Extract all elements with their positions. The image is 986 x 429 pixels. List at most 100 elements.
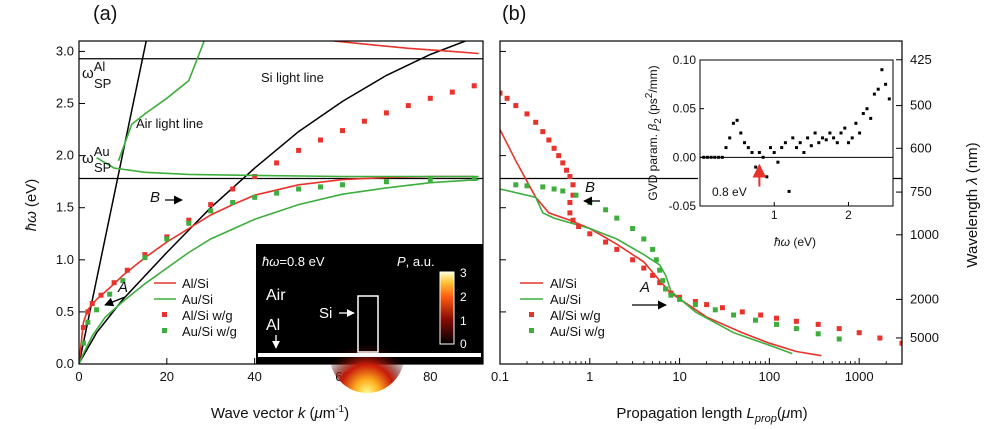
gvd-point-45	[869, 116, 873, 120]
panel-a-marker-3-7	[186, 220, 192, 226]
panel-b-marker-2-6	[546, 137, 552, 143]
panel-b-marker-3-14	[660, 278, 666, 284]
panel-b-marker-2-31	[739, 309, 745, 315]
panel-b-marker-3-12	[653, 257, 659, 263]
panel-b-legend: Al/Si Au/Si Al/Si w/g Au/Si w/g	[520, 276, 605, 339]
gvd-point-33	[824, 138, 828, 142]
gvd-inset-ticks: 1 2 -0.05 0.00 0.05 0.10	[669, 53, 852, 222]
panel-b-marker-2-18	[587, 231, 593, 237]
gvd-point-28	[806, 136, 810, 140]
panel-a-marker-2-9	[208, 202, 214, 208]
gvd-point-26	[798, 141, 802, 145]
gvd-point-7	[728, 136, 732, 140]
point-a-label: A	[117, 279, 128, 296]
point-a-label-b: A	[639, 279, 650, 296]
gvd-point-22	[783, 141, 787, 145]
panel-a-marker-3-2	[94, 307, 100, 313]
panel-b-marker-3-18	[692, 302, 698, 308]
gvd-point-14	[754, 165, 758, 169]
gvd-inset-x-label: ħω (eV)	[774, 235, 816, 249]
colorbar-tick-0: 0	[460, 337, 467, 351]
panel-b-marker-3-2	[540, 184, 546, 190]
panel-b-marker-2-38	[877, 335, 883, 341]
panel-a-marker-2-3	[98, 292, 104, 298]
panel-b-marker-2-0	[500, 90, 503, 96]
panel-b-series-line-1	[500, 188, 793, 355]
panel-b-marker-2-1	[504, 95, 510, 101]
gvd-point-44	[865, 107, 869, 111]
sp-al-label: ωAl SP	[82, 59, 111, 91]
inset-si-label: Si	[319, 305, 332, 322]
gvd-point-5	[720, 155, 724, 159]
gvd-point-30	[813, 131, 817, 135]
panel-a-marker-2-4	[111, 280, 117, 286]
si-light-line	[79, 41, 466, 363]
panel-b-marker-2-7	[551, 145, 557, 151]
legend-b-label-ausiwg: Au/Si w/g	[550, 324, 605, 339]
gvd-point-37	[839, 131, 843, 135]
colorbar-tick-2: 2	[460, 290, 467, 304]
panel-a-marker-2-0	[80, 325, 86, 330]
panel-a-ytick-label-4: 2.0	[56, 148, 74, 163]
panel-b-ticks: 0.1 1 10 100 1000 425 500 600 750 1000 2000 5000	[491, 50, 939, 384]
panel-b-marker-2-20	[614, 246, 620, 252]
gvd-arrow-label: 0.8 eV	[712, 185, 747, 199]
panel-a-marker-2-20	[449, 89, 455, 95]
gvd-point-27	[802, 151, 806, 154]
panel-a-marker-3-9	[230, 200, 236, 205]
gvd-xtick-label-2: 2	[845, 208, 852, 222]
gvd-point-40	[850, 136, 854, 140]
gvd-ytick-label-3: 0.10	[673, 53, 697, 67]
field-map-inset: ħω=0.8 eV P, a.u. Air Si Al 3 2 1 0	[256, 244, 483, 393]
panel-b-marker-3-13	[657, 267, 663, 273]
panel-b-marker-2-2	[513, 103, 519, 109]
panel-a-xtick-label-0: 0	[75, 369, 82, 384]
gvd-point-20	[776, 160, 780, 164]
gvd-point-38	[843, 126, 847, 130]
panel-b-marker-2-13	[570, 192, 576, 198]
gvd-point-42	[858, 131, 862, 135]
panel-b-marker-2-15	[567, 210, 573, 216]
gvd-point-49	[884, 82, 888, 86]
panel-b-marker-2-32	[758, 312, 764, 318]
gvd-point-35	[832, 136, 836, 140]
legend-b-label-alsiwg: Al/Si w/g	[550, 308, 601, 323]
legend-a-marker-alsiwg	[162, 312, 167, 317]
panel-a-xtick-label-2: 40	[247, 369, 261, 384]
gvd-point-47	[876, 87, 880, 91]
panel-a-marker-3-16	[427, 177, 433, 183]
gvd-inset-y-label: GVD param. β2 (ps2/mm)	[644, 65, 664, 200]
panel-b-marker-3-15	[663, 286, 669, 292]
panel-a-series-line-5	[96, 157, 479, 178]
panel-b-marker-2-14	[567, 200, 573, 205]
colorbar	[439, 271, 455, 345]
inset-al-label: Al	[266, 317, 280, 334]
panel-b-x-axis-label: Propagation length Lprop(μm)	[616, 405, 807, 425]
panel-b-marker-3-22	[774, 321, 779, 327]
panel-a-reference-lines	[79, 58, 483, 180]
panel-b-right-tick-label-4: 1000	[910, 227, 939, 242]
gvd-point-8	[731, 121, 735, 125]
panel-a-marker-2-17	[383, 110, 389, 116]
panel-a-ytick-label-5: 2.5	[56, 96, 74, 111]
panel-b-marker-2-19	[603, 239, 609, 245]
legend-b-marker-alsiwg	[529, 312, 534, 317]
legend-a-label-alsi: Al/Si	[182, 276, 209, 291]
gvd-point-48	[880, 68, 884, 72]
panel-a-marker-3-15	[383, 179, 389, 185]
panel-a-ytick-label-6: 3.0	[56, 43, 74, 58]
panel-b-marker-2-17	[576, 224, 582, 229]
panel-a-series	[79, 41, 479, 364]
panel-b-marker-3-7	[603, 207, 609, 213]
panel-a-marker-3-12	[296, 186, 302, 192]
point-a-arrow	[104, 296, 126, 307]
panel-b-xtick-label-1: 1	[586, 369, 593, 384]
panel-a-ytick-label-1: 0.5	[56, 304, 74, 319]
panel-b-marker-3-1	[524, 183, 530, 189]
panel-a-marker-3-0	[80, 340, 86, 346]
sp-au-label: ωAu SP	[82, 144, 111, 175]
gvd-point-1	[705, 155, 709, 159]
panel-a-y-axis-label: ħω (eV)	[23, 179, 40, 232]
panel-b-marker-2-37	[856, 330, 862, 336]
panel-b-marker-3-19	[712, 307, 718, 313]
